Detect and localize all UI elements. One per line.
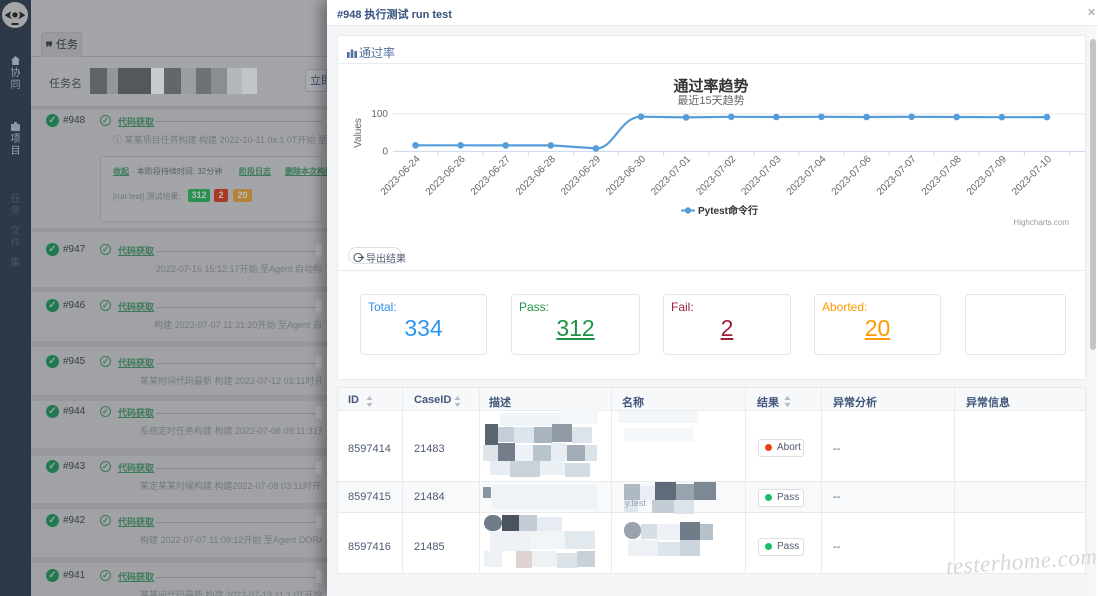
svg-text:2023-06-24: 2023-06-24 [379,154,423,198]
svg-text:2023-07-06: 2023-07-06 [830,154,874,198]
svg-text:2023-07-07: 2023-07-07 [875,154,919,198]
svg-text:2023-07-02: 2023-07-02 [694,154,738,198]
svg-text:0: 0 [382,147,388,158]
svg-text:最近15天趋势: 最近15天趋势 [677,94,744,107]
svg-text:2023-07-03: 2023-07-03 [739,154,783,198]
svg-text:Pytest命令行: Pytest命令行 [698,204,758,217]
svg-text:2023-06-30: 2023-06-30 [604,154,648,198]
svg-text:2023-07-04: 2023-07-04 [785,154,829,198]
svg-text:2023-07-01: 2023-07-01 [649,154,693,198]
svg-text:2023-07-08: 2023-07-08 [920,154,964,198]
svg-text:2023-06-28: 2023-06-28 [514,154,558,198]
svg-text:2023-07-10: 2023-07-10 [1010,154,1054,198]
svg-text:2023-06-26: 2023-06-26 [424,154,468,198]
svg-text:2023-07-09: 2023-07-09 [965,154,1009,198]
svg-text:通过率趋势: 通过率趋势 [673,77,748,95]
svg-text:Highcharts.com: Highcharts.com [1013,218,1069,227]
svg-text:2023-06-27: 2023-06-27 [469,154,513,198]
svg-text:100: 100 [371,109,388,120]
svg-text:2023-06-29: 2023-06-29 [559,154,603,198]
svg-text:Values: Values [353,118,364,148]
